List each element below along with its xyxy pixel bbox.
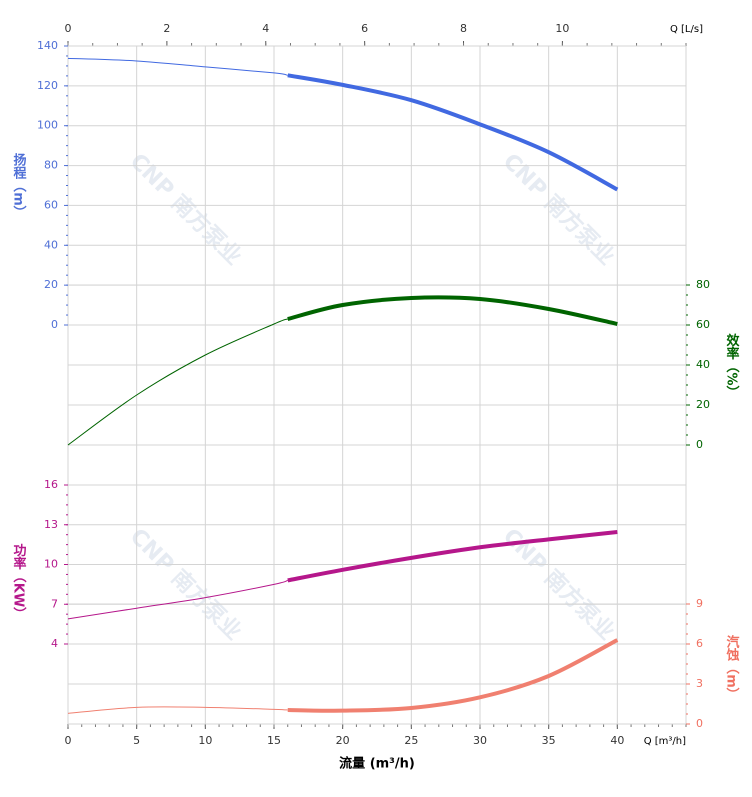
y-tick-label: 0	[696, 438, 703, 451]
x-tick-label: 35	[542, 734, 556, 747]
y-tick-label: 60	[696, 318, 710, 331]
x2-tick-label: 4	[262, 22, 269, 35]
curve	[67, 706, 288, 714]
y-tick-label: 6	[696, 637, 703, 650]
watermark: CNP 南方泵业	[125, 523, 247, 645]
curve-operating	[287, 295, 618, 326]
x-tick-label: 25	[404, 734, 418, 747]
x2-tick-label: 2	[163, 22, 170, 35]
y-tick-label: 40	[696, 358, 710, 371]
y-tick-label: 13	[44, 518, 58, 531]
x-tick-label: 20	[336, 734, 350, 747]
y-tick-label: 16	[44, 478, 58, 491]
x-tick-label: 10	[198, 734, 212, 747]
x-unit-label: Q [m³/h]	[644, 736, 686, 747]
y-tick-label: 140	[37, 39, 58, 52]
y-tick-label: 100	[37, 119, 58, 132]
y-axis-title: 汽蚀（m）	[724, 635, 741, 701]
x-tick-label: 5	[133, 734, 140, 747]
x2-tick-label: 0	[65, 22, 72, 35]
y-tick-label: 7	[51, 597, 58, 610]
y-tick-label: 10	[44, 558, 58, 571]
curve-operating	[287, 638, 619, 713]
y-tick-label: 80	[44, 159, 58, 172]
y-tick-label: 20	[696, 398, 710, 411]
watermark: CNP 南方泵业	[125, 148, 247, 270]
y-tick-label: 20	[44, 278, 58, 291]
x-axis-title: 流量 (m³/h)	[339, 756, 415, 772]
x2-tick-label: 8	[460, 22, 467, 35]
x-tick-label: 40	[610, 734, 624, 747]
x-tick-label: 0	[65, 734, 72, 747]
y-tick-label: 3	[696, 677, 703, 690]
curve-operating	[287, 530, 618, 583]
x2-tick-label: 6	[361, 22, 368, 35]
y-tick-label: 80	[696, 278, 710, 291]
x-tick-label: 30	[473, 734, 487, 747]
curve	[67, 57, 288, 76]
curve	[67, 318, 288, 446]
y-tick-label: 0	[696, 717, 703, 730]
y-tick-label: 120	[37, 79, 58, 92]
curve	[67, 579, 288, 620]
x2-unit-label: Q [L/s]	[670, 24, 703, 35]
watermark: CNP 南方泵业	[498, 148, 620, 270]
y-tick-label: 60	[44, 198, 58, 211]
y-axis-title: 效率（%）	[724, 333, 741, 399]
y-axis-title: 扬程（m）	[11, 153, 28, 219]
y-tick-label: 0	[51, 318, 58, 331]
x2-tick-label: 10	[555, 22, 569, 35]
y-tick-label: 40	[44, 238, 58, 251]
curve-operating	[287, 73, 619, 192]
y-axis-title: 功率（KW）	[11, 544, 28, 620]
y-tick-label: 4	[51, 637, 58, 650]
x-tick-label: 15	[267, 734, 281, 747]
y-tick-label: 9	[696, 597, 703, 610]
